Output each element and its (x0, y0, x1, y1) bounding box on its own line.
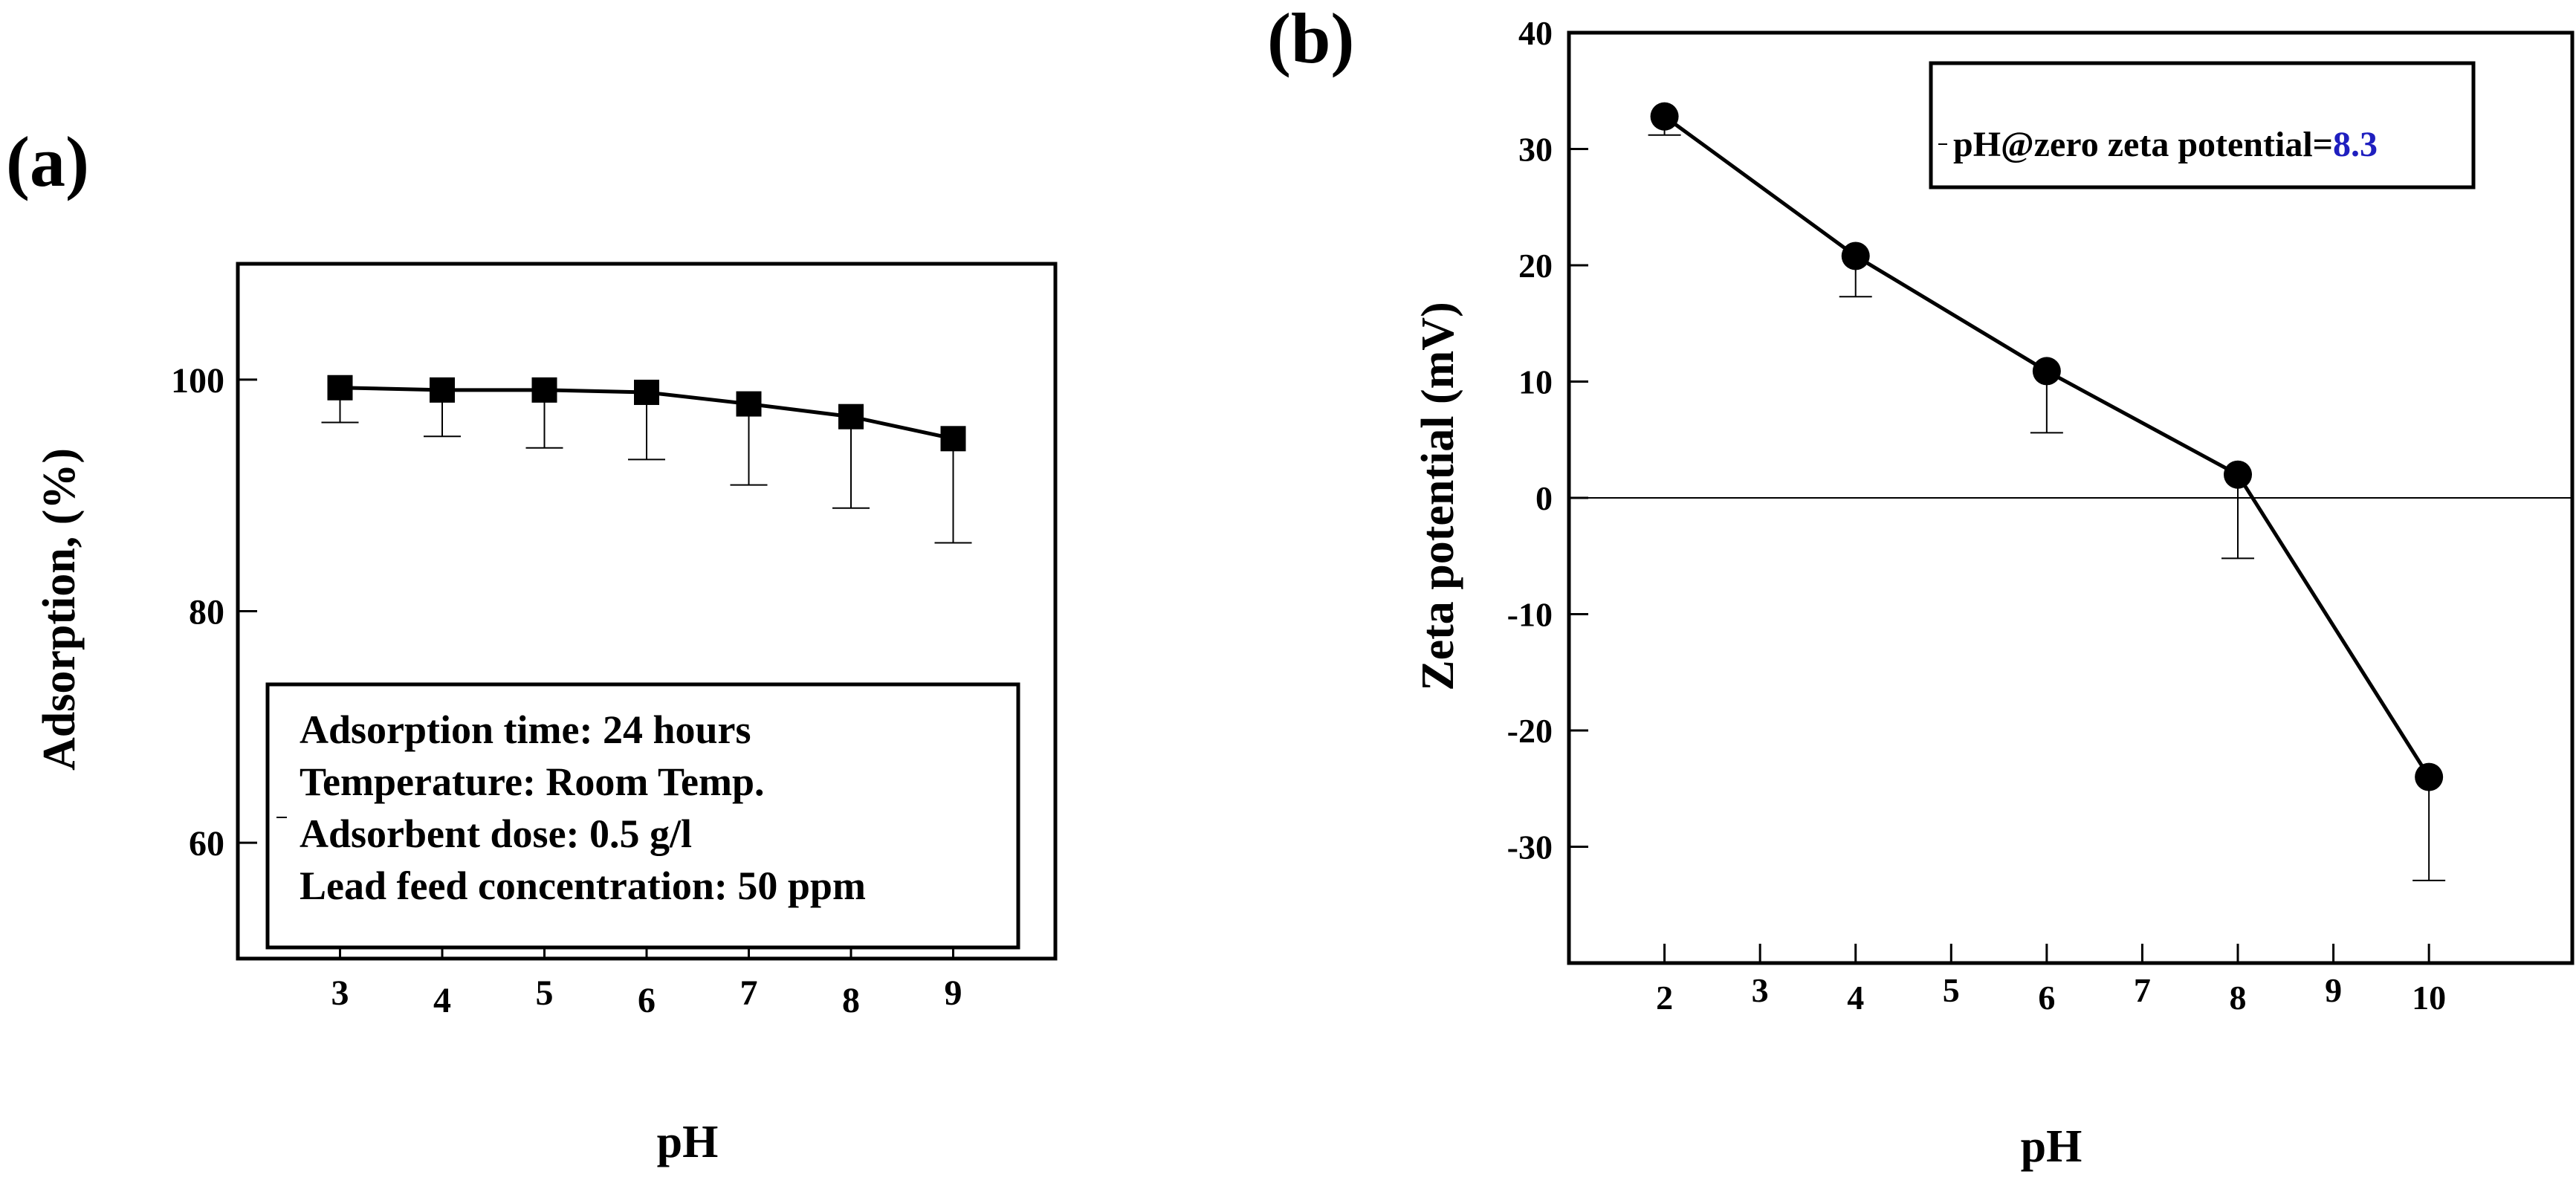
chart-a-data-point (736, 391, 762, 417)
chart-b-y-tick-label: 40 (1518, 14, 1553, 52)
chart-b-axes: 2 3 4 5 6 7 8 9 10 -30 -20 -10 0 10 20 30 40 (1507, 14, 2572, 1017)
chart-b-series (1648, 102, 2446, 881)
panel-b-label: (b) (1267, 0, 1354, 78)
chart-b-x-tick-label: 8 (2230, 979, 2247, 1017)
chart-b-x-tick-label: 2 (1656, 979, 1673, 1017)
chart-a-series (321, 375, 972, 544)
chart-a-legend-line-3: Adsorbent dose: 0.5 g/l (300, 811, 692, 856)
chart-b-y-tick-label: 10 (1518, 363, 1553, 401)
chart-a-y-tick-label: 80 (189, 593, 224, 632)
chart-a-y-tick-label: 100 (171, 361, 224, 401)
chart-a-x-tick-label: 6 (638, 981, 656, 1020)
chart-a-axes: 3 4 5 6 7 8 9 60 80 100 (171, 361, 962, 1020)
chart-b-y-tick-label: 20 (1518, 247, 1553, 285)
chart-b-x-tick-label: 3 (1752, 971, 1769, 1009)
chart-b-legend-label: pH@zero zeta potential= (1953, 125, 2333, 164)
chart-b-x-tick-label: 5 (1943, 971, 1960, 1009)
chart-b-y-tick-label: 0 (1535, 479, 1553, 517)
chart-a-data-point (634, 379, 659, 405)
chart-b-x-tick-label: 10 (2412, 979, 2446, 1017)
chart-b-x-tick-label: 7 (2134, 971, 2151, 1009)
chart-b-legend-box (1929, 61, 2476, 189)
panel-a-label: (a) (6, 122, 89, 201)
chart-b-x-tick-label: 9 (2325, 971, 2342, 1009)
chart-b-y-tick-label: -30 (1507, 829, 1553, 866)
chart-b-x-tick-label: 6 (2038, 979, 2055, 1017)
chart-a-data-point (940, 426, 966, 452)
chart-a-x-tick-label: 5 (536, 973, 554, 1013)
chart-b-y-axis-label: Zeta potential (mV) (1413, 302, 1463, 690)
chart-b-x-tick-label: 4 (1847, 979, 1864, 1017)
chart-b-data-point (2415, 762, 2444, 791)
chart-b-data-point (2032, 357, 2061, 386)
chart-a-x-tick-label: 9 (945, 973, 962, 1013)
chart-a-x-tick-label: 3 (331, 973, 349, 1013)
chart-b-data-point (1841, 242, 1870, 270)
chart-b-data-point (2224, 460, 2252, 489)
chart-a-data-point (838, 403, 864, 430)
chart-b-x-axis-label: pH (2021, 1121, 2083, 1172)
chart-a-data-point (327, 375, 353, 401)
chart-a: 3 4 5 6 7 8 9 60 80 100 Adsorption time: 24 hours… (34, 262, 1058, 1167)
chart-a-x-tick-label: 8 (842, 981, 860, 1020)
chart-a-data-point (430, 377, 455, 403)
chart-b-y-tick-label: -10 (1507, 596, 1553, 634)
chart-b-y-tick-label: -20 (1507, 712, 1553, 750)
chart-a-y-tick-label: 60 (189, 824, 224, 863)
chart-b-legend-value: 8.3 (2333, 125, 2378, 164)
chart-a-x-tick-label: 4 (433, 981, 451, 1020)
chart-a-legend-box (265, 682, 1020, 950)
chart-a-x-tick-label: 7 (740, 973, 758, 1013)
chart-b: 2 3 4 5 6 7 8 9 10 -30 -20 -10 0 10 20 30 40 pH@zero zet… (1413, 14, 2575, 1172)
chart-b-series-line (1663, 114, 2431, 778)
chart-a-y-axis-label: Adsorption, (%) (34, 448, 85, 771)
chart-b-data-point (1650, 102, 1679, 131)
chart-a-legend-line-4: Lead feed concentration: 50 ppm (300, 863, 866, 908)
chart-a-data-point (531, 377, 557, 403)
chart-a-legend: Adsorption time: 24 hours Temperature: R… (265, 682, 1020, 950)
chart-b-y-tick-label: 30 (1518, 131, 1553, 169)
chart-a-x-axis-label: pH (657, 1117, 719, 1167)
chart-b-legend: pH@zero zeta potential=8.3 (1929, 61, 2476, 189)
chart-b-legend-text: pH@zero zeta potential=8.3 (1953, 125, 2378, 164)
chart-a-legend-line-2: Temperature: Room Temp. (300, 759, 764, 804)
chart-a-legend-line-1: Adsorption time: 24 hours (300, 707, 751, 752)
